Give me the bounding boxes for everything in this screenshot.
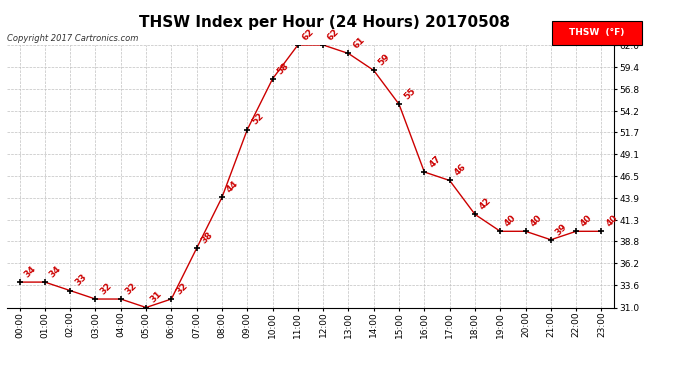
- Text: Copyright 2017 Cartronics.com: Copyright 2017 Cartronics.com: [7, 34, 138, 43]
- Text: 40: 40: [604, 213, 620, 228]
- Text: 59: 59: [377, 53, 392, 68]
- Text: 61: 61: [351, 36, 366, 51]
- Text: 47: 47: [427, 154, 442, 169]
- Text: THSW  (°F): THSW (°F): [569, 28, 624, 38]
- Text: 32: 32: [124, 281, 139, 296]
- Text: 52: 52: [250, 112, 265, 127]
- Text: 32: 32: [98, 281, 113, 296]
- Text: 44: 44: [225, 179, 240, 195]
- Text: 40: 40: [579, 213, 594, 228]
- Text: 38: 38: [199, 230, 215, 246]
- Text: 62: 62: [326, 27, 341, 42]
- Text: 40: 40: [529, 213, 544, 228]
- Text: THSW Index per Hour (24 Hours) 20170508: THSW Index per Hour (24 Hours) 20170508: [139, 15, 510, 30]
- Text: 58: 58: [275, 61, 290, 76]
- Text: 46: 46: [453, 162, 468, 178]
- Text: 40: 40: [503, 213, 518, 228]
- Text: 55: 55: [402, 86, 417, 102]
- Text: 34: 34: [48, 264, 63, 279]
- Text: 31: 31: [149, 290, 164, 305]
- Text: 42: 42: [477, 196, 493, 211]
- Text: 62: 62: [301, 27, 316, 42]
- Text: 33: 33: [73, 273, 88, 288]
- Text: 34: 34: [22, 264, 38, 279]
- Text: 39: 39: [553, 222, 569, 237]
- Text: 32: 32: [174, 281, 189, 296]
